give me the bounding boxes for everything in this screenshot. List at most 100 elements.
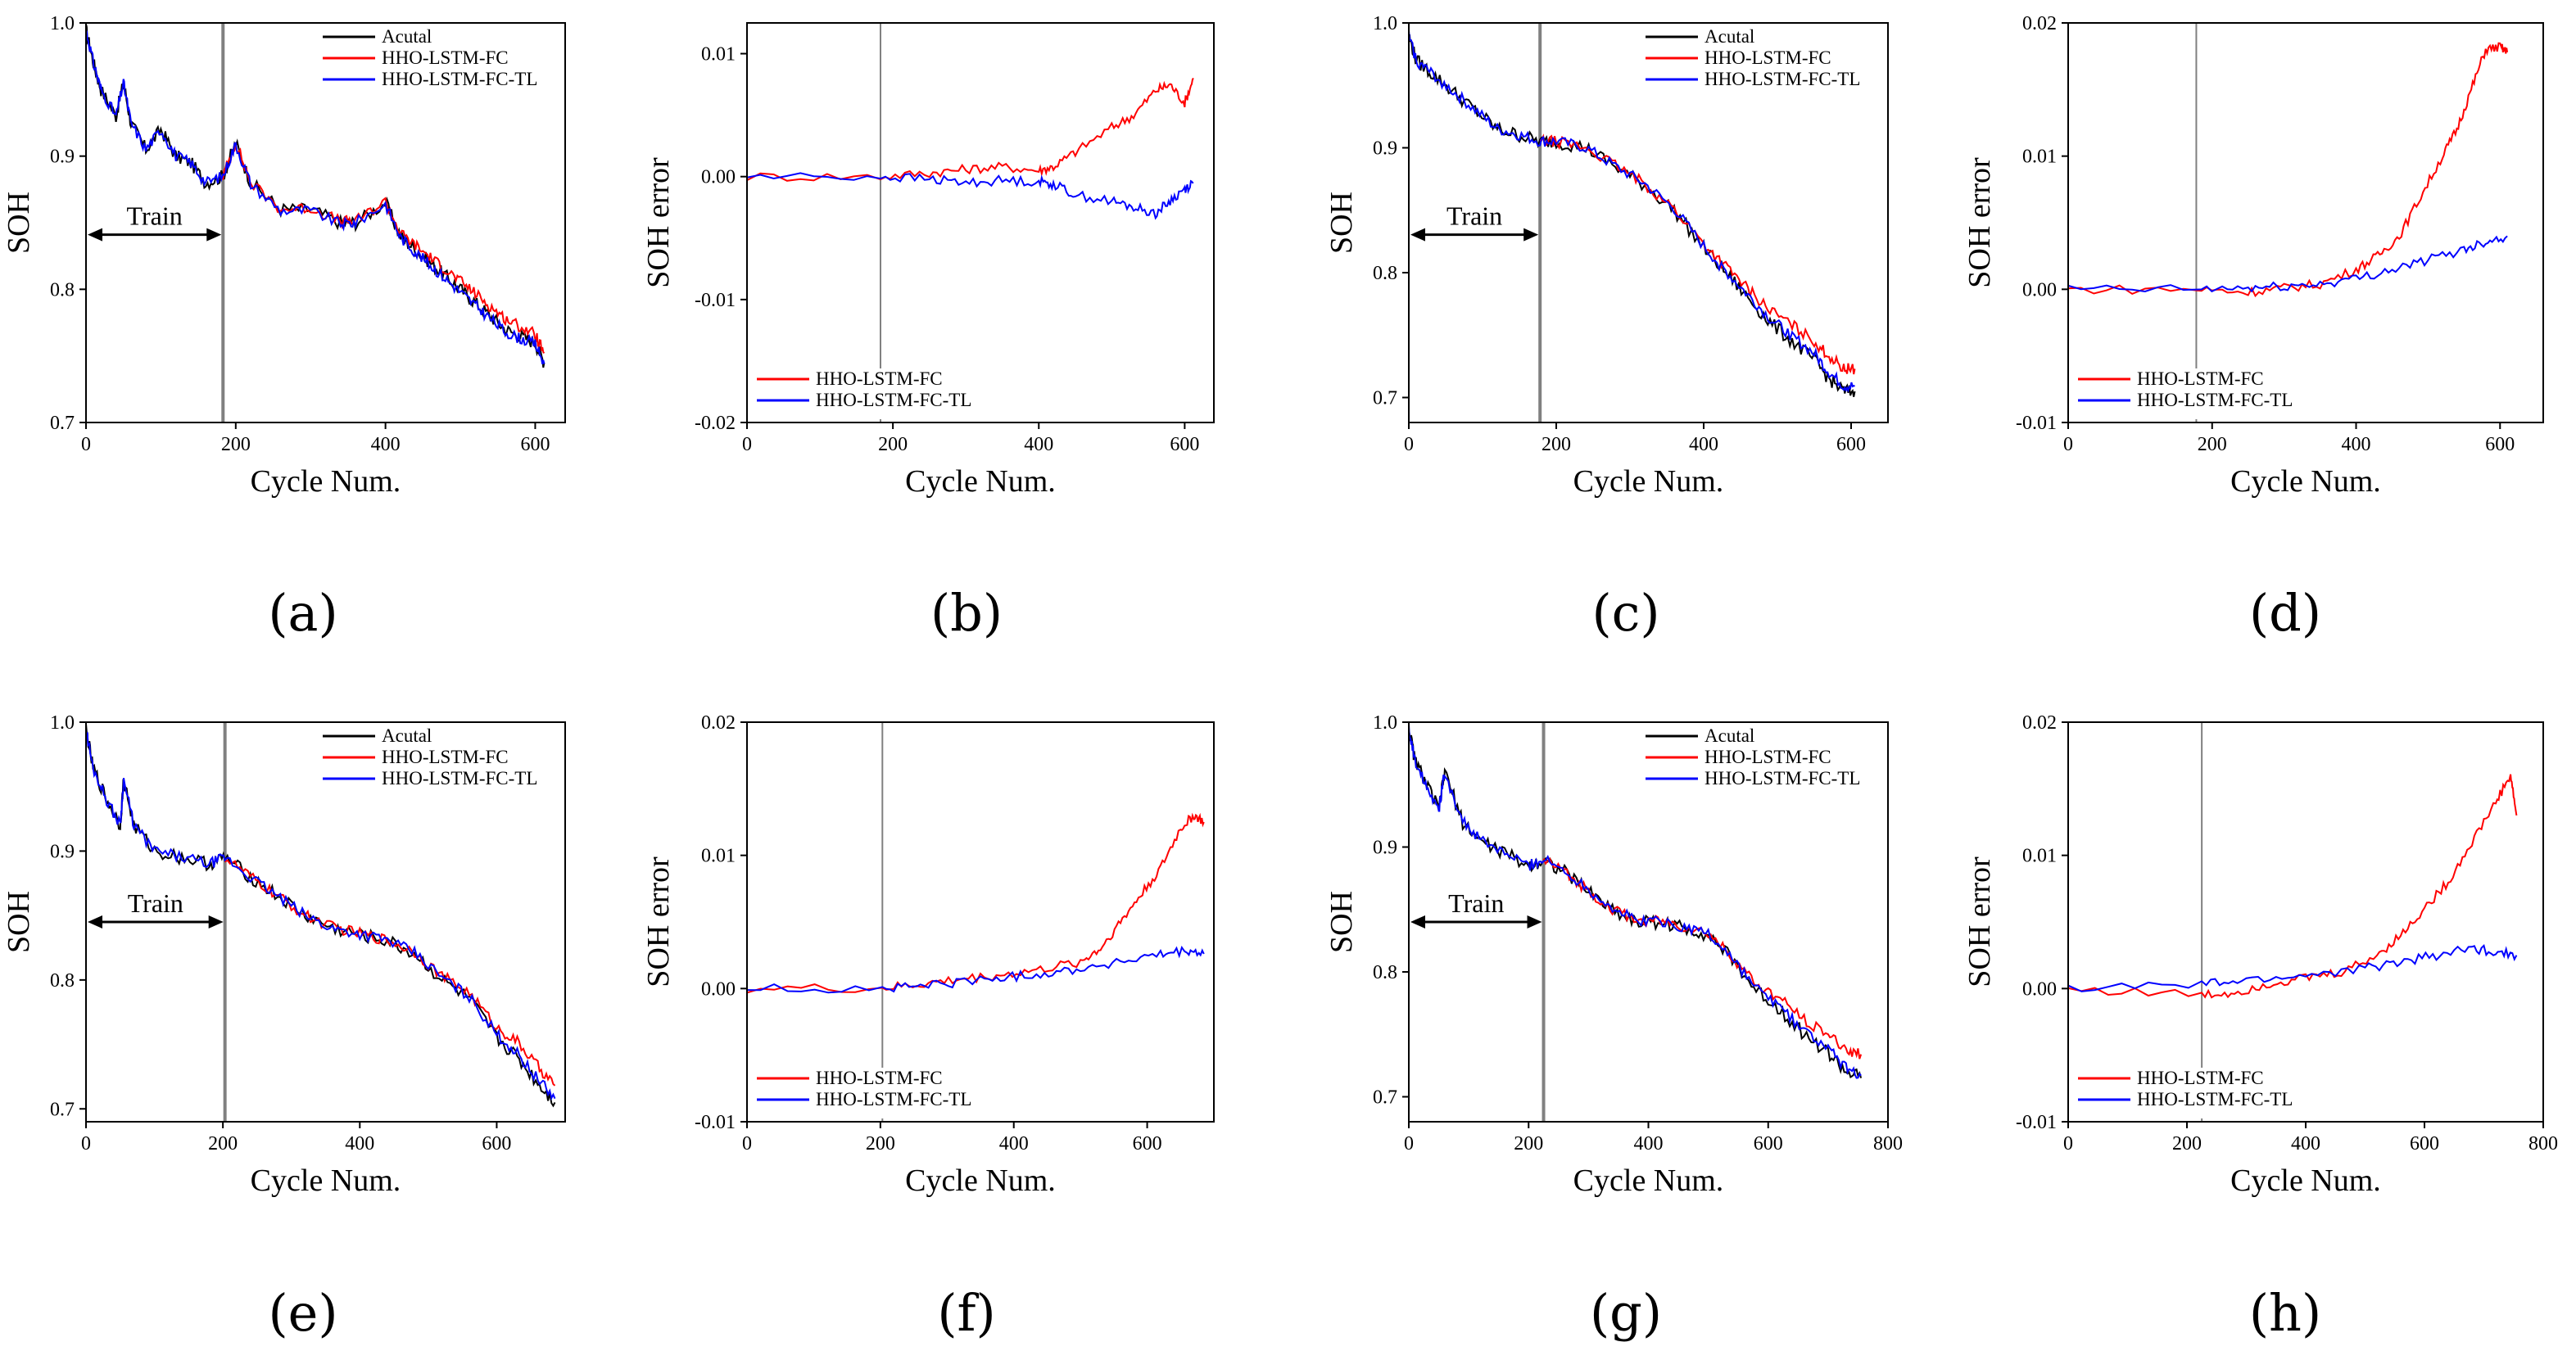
x-tick-label: 600 <box>1133 1133 1162 1154</box>
x-tick-label: 800 <box>1873 1133 1903 1154</box>
y-tick-label: 0.00 <box>701 978 736 1000</box>
x-tick-label: 600 <box>2410 1133 2439 1154</box>
y-tick-label: 1.0 <box>1373 712 1397 734</box>
series-line-hho-lstm-fc <box>1542 857 1863 1060</box>
chart-panel-g: 0 200 400 600 800 0.7 0.8 0.9 1.0 Cycle Num. SOH Ac… <box>1324 712 1903 1343</box>
plot-frame <box>1408 22 1889 423</box>
x-tick-label: 200 <box>2198 434 2227 455</box>
y-tick-label: 0.02 <box>2022 712 2057 734</box>
x-tick-label: 800 <box>2528 1133 2558 1154</box>
series-line-hho-lstm-fc-tl <box>747 172 1194 220</box>
y-axis-label: SOH <box>2 891 36 953</box>
arrow-head-left <box>1410 228 1425 242</box>
chart-panel-h: 0 200 400 600 800 -0.01 0.00 0.01 0.02 Cycle Num.… <box>1963 712 2558 1343</box>
panel-caption: (c) <box>1591 583 1659 643</box>
chart-panel-f: 0 200 400 600 -0.01 0.00 0.01 0.02 Cycle Num. SOH… <box>641 712 1215 1343</box>
y-tick-label: -0.01 <box>2016 1112 2057 1133</box>
x-axis-label: Cycle Num. <box>1573 1163 1724 1198</box>
x-tick-label: 600 <box>520 434 550 455</box>
x-axis-label: Cycle Num. <box>905 1163 1056 1198</box>
x-tick-label: 600 <box>1754 1133 1783 1154</box>
y-tick-label: -0.01 <box>2016 413 2057 434</box>
x-tick-label: 200 <box>2172 1133 2202 1154</box>
train-annotation: Train <box>128 888 183 918</box>
plot-frame <box>2067 22 2544 423</box>
x-tick-label: 200 <box>221 434 251 455</box>
x-axis-label: Cycle Num. <box>2230 464 2381 499</box>
x-tick-label: 200 <box>1542 434 1571 455</box>
x-tick-label: 600 <box>1836 434 1866 455</box>
plot-frame <box>85 22 566 423</box>
y-tick-label: 0.8 <box>1373 962 1397 983</box>
legend-entry: HHO-LSTM-FC <box>2137 1068 2264 1088</box>
arrow-head-right <box>206 228 222 242</box>
legend-entry: HHO-LSTM-FC-TL <box>1705 69 1860 89</box>
legend-entry: HHO-LSTM-FC <box>1705 747 1831 767</box>
legend-entry: HHO-LSTM-FC <box>816 1068 943 1088</box>
plot-frame <box>2067 721 2544 1123</box>
legend-entry: HHO-LSTM-FC <box>1705 47 1831 68</box>
train-annotation: Train <box>1448 888 1504 918</box>
legend-entry: HHO-LSTM-FC <box>382 47 509 68</box>
legend-entry: Acutal <box>1705 725 1754 746</box>
x-axis-label: Cycle Num. <box>251 1163 401 1198</box>
series-line-hho-lstm-fc-tl <box>1409 724 1862 1079</box>
y-tick-label: 0.8 <box>1373 263 1397 284</box>
y-tick-label: 0.7 <box>1373 388 1397 409</box>
series-line-hho-lstm-fc <box>222 142 546 355</box>
x-tick-label: 200 <box>208 1133 238 1154</box>
x-tick-label: 400 <box>371 434 401 455</box>
series-line-hho-lstm-fc <box>2068 42 2509 298</box>
legend-entry: HHO-LSTM-FC-TL <box>2137 390 2293 410</box>
series-line-hho-lstm-fc <box>747 812 1205 994</box>
panel-caption: (f) <box>937 1283 995 1343</box>
y-axis-label: SOH <box>2 192 36 254</box>
y-tick-label: 0.01 <box>2022 846 2057 867</box>
arrow-head-right <box>1523 228 1539 242</box>
panel-caption: (h) <box>2249 1283 2321 1343</box>
series-line-hho-lstm-fc-tl <box>747 945 1205 994</box>
y-tick-label: 0.00 <box>2022 279 2057 300</box>
chart-panel-e: 0 200 400 600 0.7 0.8 0.9 1.0 Cycle Num. SOH Acuta… <box>2 712 566 1343</box>
legend-entry: HHO-LSTM-FC <box>2137 368 2264 389</box>
legend-entry: Acutal <box>382 725 432 746</box>
x-tick-label: 0 <box>81 434 91 455</box>
x-tick-label: 0 <box>1404 1133 1414 1154</box>
y-tick-label: 0.01 <box>701 44 736 66</box>
x-tick-label: 600 <box>1170 434 1199 455</box>
x-tick-label: 400 <box>2291 1133 2320 1154</box>
series-line-hho-lstm-fc <box>1539 133 1856 375</box>
panel-caption: (a) <box>268 583 337 643</box>
x-tick-label: 600 <box>482 1133 511 1154</box>
panel-caption: (e) <box>268 1283 337 1343</box>
y-tick-label: 0.9 <box>1373 138 1397 160</box>
series-line-hho-lstm-fc-tl <box>1409 30 1855 393</box>
legend-entry: HHO-LSTM-FC-TL <box>1705 768 1860 788</box>
x-tick-label: 0 <box>742 434 752 455</box>
series-line-hho-lstm-fc-tl <box>2068 943 2518 992</box>
x-tick-label: 200 <box>1514 1133 1543 1154</box>
train-annotation: Train <box>1446 201 1502 231</box>
y-tick-label: 0.7 <box>50 413 75 434</box>
y-axis-label: SOH error <box>1963 856 1997 987</box>
series-line-hho-lstm-fc-tl <box>2068 235 2508 293</box>
x-tick-label: 400 <box>1634 1133 1664 1154</box>
y-tick-label: 0.01 <box>2022 147 2057 168</box>
arrow-head-right <box>208 915 224 929</box>
x-axis-label: Cycle Num. <box>1573 464 1724 499</box>
plot-frame <box>85 721 566 1123</box>
y-tick-label: 0.01 <box>701 846 736 867</box>
y-tick-label: 1.0 <box>50 712 75 734</box>
chart-panel-a: 0 200 400 600 0.7 0.8 0.9 1.0 Cycle Num. SOH Acuta… <box>2 13 566 643</box>
arrow-head-right <box>1527 915 1542 929</box>
train-annotation: Train <box>127 201 183 231</box>
y-tick-label: 0.7 <box>50 1099 75 1120</box>
legend-entry: HHO-LSTM-FC <box>816 368 943 389</box>
panel-caption: (g) <box>1590 1283 1662 1343</box>
x-tick-label: 400 <box>1024 434 1053 455</box>
x-tick-label: 400 <box>1689 434 1718 455</box>
